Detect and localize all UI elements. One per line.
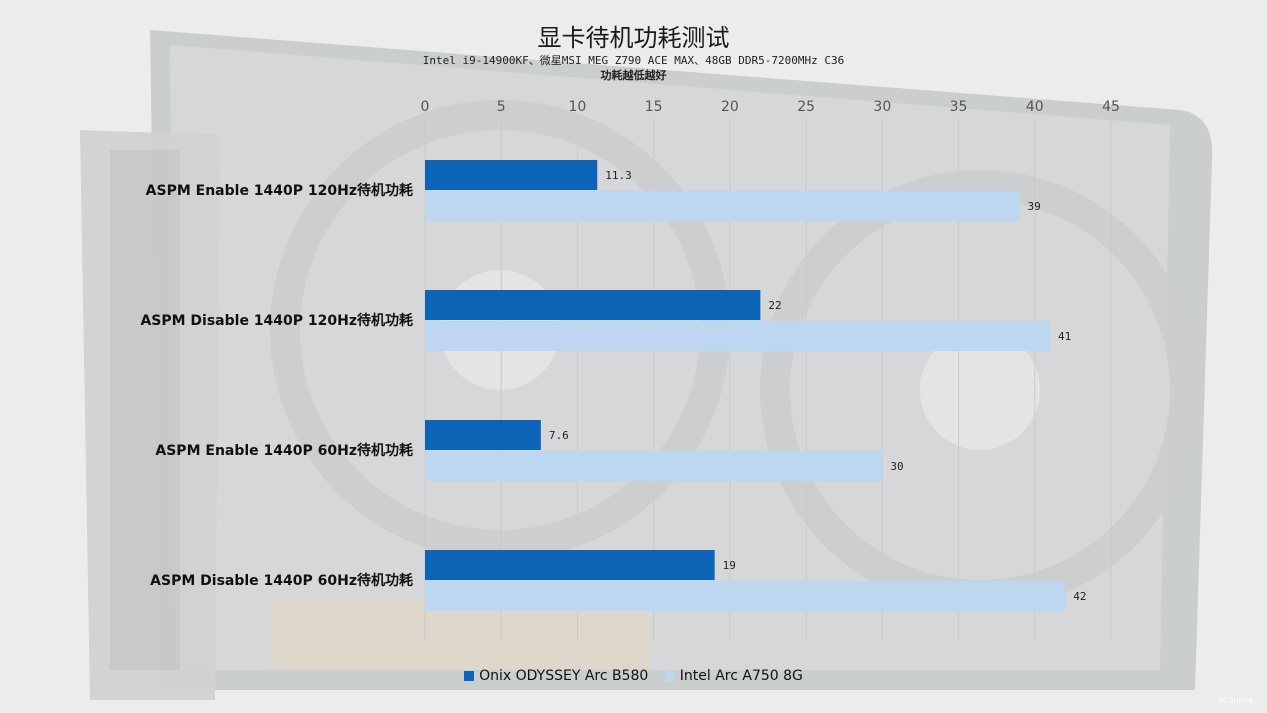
x-tick-label: 30 (873, 99, 891, 115)
bar-series2 (425, 321, 1051, 351)
bar-series1 (425, 160, 598, 190)
x-tick-label: 10 (569, 99, 587, 115)
watermark-logo: PConline (1218, 696, 1253, 705)
data-label: 11.3 (605, 169, 632, 182)
bar-series1 (425, 290, 761, 320)
bar-series2 (425, 581, 1066, 611)
data-label: 30 (890, 460, 903, 473)
legend-item-series1: Onix ODYSSEY Arc B580 (464, 668, 648, 684)
category-label: ASPM Disable 1440P 120Hz待机功耗 (140, 312, 413, 329)
legend-swatch-series1 (464, 671, 475, 681)
legend-label-series1: Onix ODYSSEY Arc B580 (479, 668, 649, 684)
chart-note: 功耗越低越好 (600, 69, 667, 82)
data-label: 7.6 (549, 429, 569, 442)
chart-legend: Onix ODYSSEY Arc B580 Intel Arc A750 8G (0, 668, 1267, 685)
x-tick-label: 40 (1026, 99, 1044, 115)
x-tick-label: 0 (421, 99, 430, 115)
data-label: 42 (1073, 590, 1086, 603)
legend-swatch-series2 (664, 671, 675, 681)
category-label: ASPM Enable 1440P 60Hz待机功耗 (155, 442, 413, 459)
x-tick-label: 20 (721, 99, 739, 115)
x-tick-label: 15 (645, 99, 663, 115)
data-label: 41 (1058, 330, 1071, 343)
category-label: ASPM Disable 1440P 60Hz待机功耗 (150, 572, 413, 589)
x-tick-label: 45 (1102, 99, 1120, 115)
chart-title: 显卡待机功耗测试 (537, 24, 730, 52)
bar-series2 (425, 451, 883, 481)
data-labels: 11.3 39 22 41 7.6 30 19 42 (549, 169, 1087, 603)
data-label: 22 (768, 299, 781, 312)
x-tick-label: 25 (797, 99, 815, 115)
bar-series1 (425, 420, 541, 450)
bar-series1 (425, 550, 715, 580)
x-tick-label: 35 (950, 99, 968, 115)
category-label: ASPM Enable 1440P 120Hz待机功耗 (146, 182, 413, 199)
bars (425, 160, 1066, 611)
x-tick-label: 5 (497, 99, 506, 115)
category-labels: ASPM Enable 1440P 120Hz待机功耗 ASPM Disable … (140, 182, 413, 589)
x-axis-ticks: 0 5 10 15 20 25 30 35 40 45 (421, 99, 1120, 115)
legend-label-series2: Intel Arc A750 8G (679, 668, 803, 684)
legend-item-series2: Intel Arc A750 8G (664, 668, 803, 684)
chart-subtitle: Intel i9-14900KF、微星MSI MEG Z790 ACE MAX、… (422, 54, 845, 67)
bar-series2 (425, 191, 1020, 221)
data-label: 19 (723, 559, 736, 572)
data-label: 39 (1028, 200, 1041, 213)
